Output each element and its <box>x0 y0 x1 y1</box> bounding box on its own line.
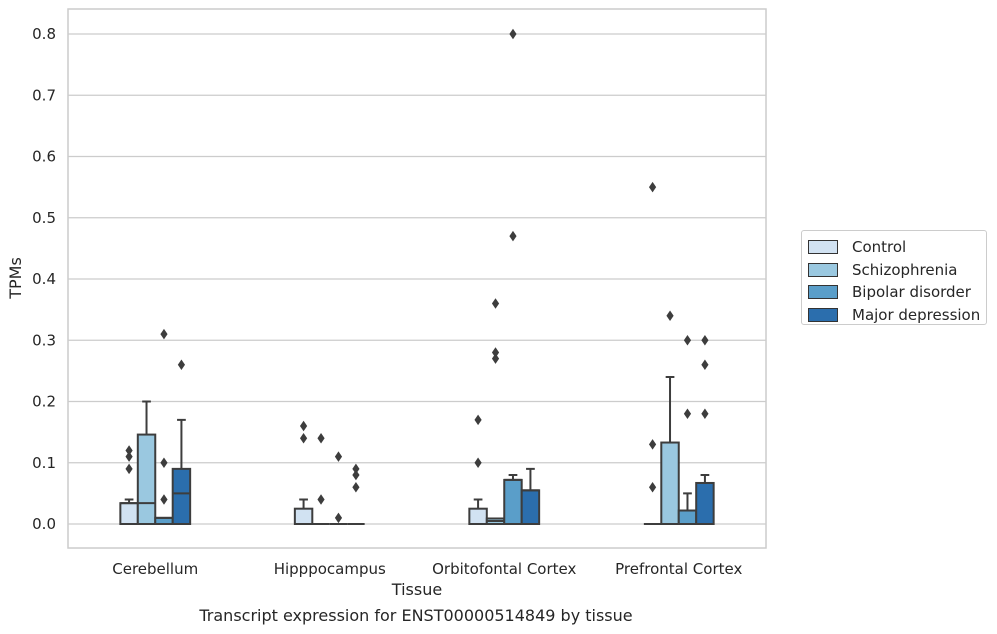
y-tick-label: 0.2 <box>32 393 56 411</box>
y-tick-label: 0.5 <box>32 209 56 227</box>
outlier-point <box>701 335 709 346</box>
box-rect <box>695 481 715 525</box>
outlier-point <box>160 494 168 505</box>
box-rect <box>677 509 698 525</box>
legend-swatch-control <box>808 240 838 255</box>
outlier-point <box>160 328 168 340</box>
box-0-3 <box>171 359 192 525</box>
outlier-point <box>509 28 517 40</box>
box-1-3 <box>347 463 365 525</box>
legend-item-major-depression: Major depression <box>808 304 986 327</box>
x-tick-label: Orbitofontal Cortex <box>432 560 576 578</box>
box-2-2 <box>503 28 523 525</box>
legend-item-bipolar: Bipolar disorder <box>808 281 986 304</box>
outlier-point <box>474 414 482 426</box>
box-1-0 <box>293 420 314 525</box>
plot-frame <box>67 8 767 549</box>
legend-swatch-bipolar <box>808 285 838 300</box>
outlier-point <box>701 359 709 370</box>
box-rect <box>468 507 488 525</box>
box-rect <box>119 502 139 525</box>
outlier-point <box>317 494 325 505</box>
box-rect <box>171 467 192 525</box>
y-tick-label: 0.0 <box>32 515 56 533</box>
box-3-2 <box>677 335 698 525</box>
outlier-point <box>701 408 709 419</box>
box-2-1 <box>485 298 506 525</box>
box-rect <box>136 433 157 526</box>
box-rect <box>293 507 314 525</box>
box-1-1 <box>312 433 330 525</box>
x-axis-label: Tissue <box>391 580 442 599</box>
y-tick-label: 0.3 <box>32 331 56 349</box>
outlier-point <box>352 463 360 475</box>
outlier-point <box>683 335 692 346</box>
y-axis-label: TPMs <box>6 257 25 300</box>
legend-label: Schizophrenia <box>852 260 958 279</box>
y-tick-labels: 0.0 0.1 0.2 0.3 0.4 0.5 0.6 0.7 0.8 <box>32 25 56 533</box>
outlier-point <box>317 433 325 444</box>
outlier-point <box>160 457 168 468</box>
box-0-2 <box>154 328 174 525</box>
outlier-point <box>352 482 360 493</box>
gridlines <box>68 33 766 525</box>
y-tick-label: 0.6 <box>32 148 56 166</box>
box-rect <box>503 478 523 525</box>
y-tick-label: 0.7 <box>32 86 56 104</box>
chart-caption: Transcript expression for ENST0000051484… <box>199 606 633 625</box>
outlier-point <box>334 512 343 524</box>
outlier-point <box>491 353 500 364</box>
y-tick-label: 0.8 <box>32 25 56 43</box>
box-groups <box>119 28 715 526</box>
outlier-point <box>509 230 517 242</box>
outlier-point <box>648 482 657 493</box>
outlier-point <box>299 433 308 444</box>
legend-item-schizophrenia: Schizophrenia <box>808 259 986 282</box>
outlier-point <box>491 298 500 309</box>
outlier-point <box>177 359 186 370</box>
outlier-point <box>125 451 133 462</box>
outlier-point <box>648 181 657 193</box>
legend-swatch-major-depression <box>808 307 838 322</box>
legend: Control Schizophrenia Bipolar disorder M… <box>801 230 987 325</box>
box-2-0 <box>468 414 488 525</box>
legend-label: Control <box>852 238 907 257</box>
outlier-point <box>334 451 343 462</box>
outlier-point <box>299 420 308 432</box>
x-tick-label: Cerebellum <box>112 560 198 578</box>
outlier-point <box>648 439 657 450</box>
y-tick-label: 0.1 <box>32 454 56 472</box>
legend-label: Bipolar disorder <box>852 283 971 302</box>
box-3-1 <box>660 310 680 526</box>
box-1-2 <box>329 451 348 525</box>
box-0-0 <box>119 445 139 525</box>
box-3-0 <box>643 181 662 525</box>
outlier-point <box>352 469 360 481</box>
y-tick-label: 0.4 <box>32 270 56 288</box>
legend-label: Major depression <box>852 305 981 324</box>
outlier-point <box>683 408 692 419</box>
outlier-point <box>666 310 674 321</box>
x-tick-label: Prefrontal Cortex <box>615 560 742 578</box>
legend-item-control: Control <box>808 236 986 259</box>
outlier-point <box>125 463 133 475</box>
legend-swatch-schizophrenia <box>808 262 838 277</box>
x-tick-label: Hipppocampus <box>274 560 386 578</box>
outlier-point <box>125 445 133 456</box>
box-2-3 <box>520 467 541 525</box>
outlier-point <box>474 457 482 468</box>
x-tick-labels: Cerebellum Hipppocampus Orbitofontal Corte… <box>112 560 742 578</box>
box-rect <box>520 489 541 525</box>
box-3-3 <box>695 335 715 525</box>
outlier-point <box>491 347 500 358</box>
box-0-1 <box>136 400 157 526</box>
box-rect <box>660 441 680 526</box>
